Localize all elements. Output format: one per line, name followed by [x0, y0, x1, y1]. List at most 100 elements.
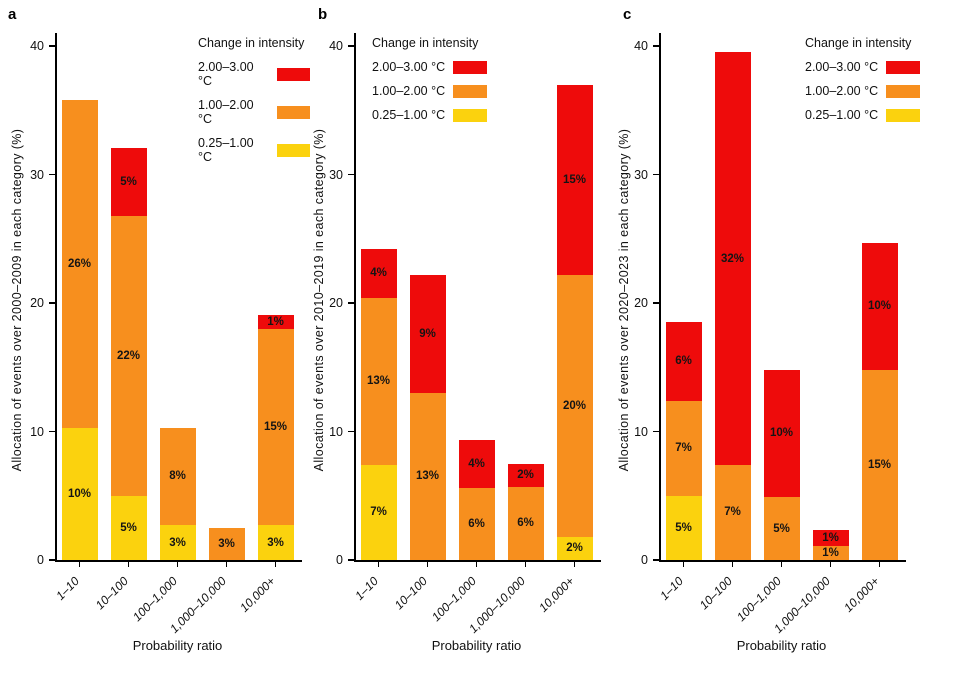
bar-segment-c-1-yellow: [665, 495, 702, 560]
y-tick-label-a-0: 0: [37, 553, 44, 567]
panel-a: a Allocation of events over 2000–2009 in …: [0, 0, 310, 678]
bar-label-c-3-orange: 5%: [773, 522, 790, 535]
bar-label-a-5-yellow: 3%: [267, 536, 284, 549]
bar-label-b-1-yellow: 7%: [370, 506, 387, 519]
y-tick-label-b-10: 10: [329, 424, 343, 439]
y-tick-label-b-20: 20: [329, 296, 343, 310]
panel-b: b Allocation of events over 2010–2019 in …: [310, 0, 615, 678]
bar-label-b-2-red: 9%: [419, 327, 436, 340]
y-tick-label-c-10: 10: [634, 424, 648, 439]
bar-segment-b-2-red: [409, 274, 446, 393]
bar-segment-c-5-orange: [861, 369, 898, 560]
bar-segment-a-4-orange: [208, 527, 245, 560]
y-tick-a-20: [49, 302, 55, 304]
x-tick-a-1: [127, 561, 130, 567]
x-axis-title-b: Probability ratio: [431, 638, 522, 653]
y-tick-label-a-20: 20: [30, 296, 44, 310]
legend-item-b-yellow: 0.25–1.00 °C: [372, 108, 488, 122]
y-tick-b-0: [348, 559, 354, 561]
y-axis-line-b: [354, 33, 356, 562]
bar-segment-b-3-orange: [458, 488, 495, 560]
bar-label-a-5-red: 1%: [267, 315, 284, 328]
bar-segment-a-1-orange: [61, 99, 98, 428]
x-tick-b-4: [573, 561, 576, 567]
bar-label-b-2-orange: 13%: [415, 470, 440, 483]
bar-segment-a-3-yellow: [159, 525, 196, 560]
x-tick-a-4: [274, 561, 277, 567]
y-tick-label-c-20: 20: [634, 296, 648, 310]
x-axis-line-a: [55, 560, 302, 562]
legend-item-label-b-orange: 1.00–2.00 °C: [372, 84, 446, 98]
y-axis-line-c: [659, 33, 661, 562]
bar-label-c-2-red: 32%: [720, 252, 745, 265]
bar-label-a-2-orange: 22%: [116, 349, 141, 362]
bar-label-c-1-red: 6%: [675, 355, 692, 368]
bar-segment-c-1-red: [665, 322, 702, 401]
y-tick-b-10: [348, 430, 354, 433]
bar-segment-a-5-red: [257, 314, 294, 329]
bar-label-b-1-red: 4%: [370, 267, 387, 280]
x-tick-a-3: [225, 561, 228, 567]
bar-label-b-4-orange: 6%: [517, 517, 534, 530]
y-tick-label-c-30: 30: [634, 167, 648, 182]
y-tick-c-0: [653, 559, 659, 561]
bar-label-b-5-yellow: 2%: [566, 542, 583, 555]
bar-segment-c-2-orange: [714, 464, 751, 560]
legend-b: Change in intensity 2.00–3.00 °C 1.00–2.00…: [372, 36, 488, 132]
bar-label-c-5-orange: 15%: [867, 458, 892, 471]
bar-label-a-3-yellow: 3%: [169, 536, 186, 549]
bar-segment-c-3-orange: [763, 497, 800, 560]
y-tick-c-20: [653, 302, 659, 304]
legend-swatch-c-yellow-icon: [886, 108, 921, 122]
legend-item-b-red: 2.00–3.00 °C: [372, 60, 488, 74]
y-tick-label-b-0: 0: [336, 553, 343, 567]
bar-segment-a-1-yellow: [61, 427, 98, 560]
x-axis-line-b: [354, 560, 601, 562]
y-axis-line-a: [55, 33, 57, 562]
bar-label-b-3-orange: 6%: [468, 518, 485, 531]
y-tick-label-a-40: 40: [30, 39, 44, 53]
legend-swatch-b-orange-icon: [453, 84, 488, 98]
x-tick-b-0: [377, 561, 380, 567]
y-tick-c-30: [653, 173, 659, 176]
y-tick-a-40: [49, 45, 55, 47]
legend-swatch-a-red-icon: [276, 67, 310, 81]
legend-swatch-c-red-icon: [886, 60, 921, 74]
x-axis-title-a: Probability ratio: [132, 638, 223, 653]
legend-a: Change in intensity 2.00–3.00 °C 1.00–2.00…: [198, 36, 310, 174]
bar-label-c-1-orange: 7%: [675, 442, 692, 455]
bar-segment-b-2-orange: [409, 392, 446, 560]
bar-label-b-1-orange: 13%: [366, 375, 391, 388]
y-tick-a-30: [49, 173, 55, 176]
legend-item-c-yellow: 0.25–1.00 °C: [805, 108, 921, 122]
bar-segment-c-5-red: [861, 242, 898, 370]
bar-segment-b-5-red: [556, 84, 593, 275]
x-tick-c-3: [829, 561, 832, 567]
legend-swatch-a-yellow-icon: [276, 143, 310, 157]
panel-letter-a: a: [8, 6, 17, 23]
legend-title-c: Change in intensity: [805, 36, 912, 50]
bar-segment-b-4-red: [507, 463, 544, 487]
legend-swatch-b-yellow-icon: [453, 108, 488, 122]
legend-item-c-red: 2.00–3.00 °C: [805, 60, 921, 74]
bar-label-a-4-orange: 3%: [218, 537, 235, 550]
bar-label-b-5-red: 15%: [562, 173, 587, 186]
legend-item-c-orange: 1.00–2.00 °C: [805, 84, 921, 98]
bar-label-a-3-orange: 8%: [169, 470, 186, 483]
bar-segment-b-4-orange: [507, 486, 544, 560]
legend-swatch-a-orange-icon: [276, 105, 310, 119]
x-tick-b-3: [524, 561, 527, 567]
legend-item-label-a-orange: 1.00–2.00 °C: [198, 98, 254, 126]
y-tick-label-c-40: 40: [634, 39, 648, 53]
x-tick-c-4: [878, 561, 881, 567]
y-tick-b-20: [348, 302, 354, 304]
bar-label-a-2-red: 5%: [120, 175, 137, 188]
bar-label-c-5-red: 10%: [867, 300, 892, 313]
bar-segment-a-2-orange: [110, 215, 147, 496]
bar-segment-b-1-orange: [360, 297, 397, 465]
bar-segment-c-2-red: [714, 52, 751, 465]
x-tick-b-2: [475, 561, 478, 567]
bar-segment-b-3-red: [458, 440, 495, 489]
legend-item-a-red: 2.00–3.00 °C: [198, 60, 310, 88]
